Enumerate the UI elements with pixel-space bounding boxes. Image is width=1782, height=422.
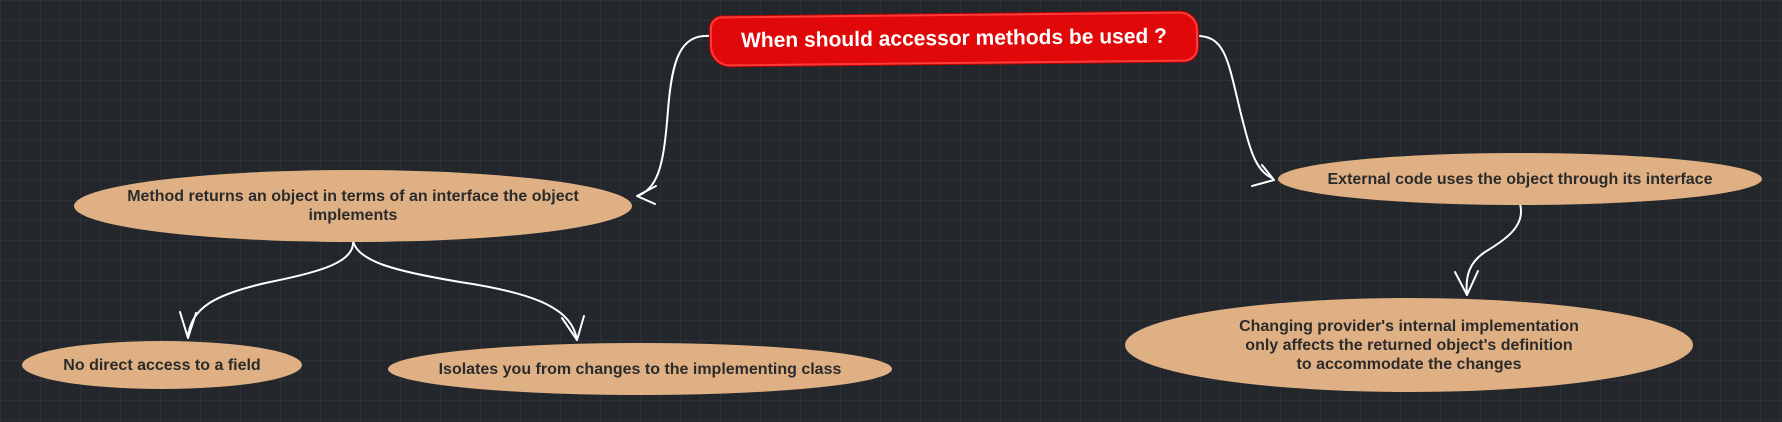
- edge-root-to-method-returns: [639, 34, 711, 196]
- node-method-returns-label: Method returns an object in terms of an …: [127, 188, 579, 224]
- arrowhead-external-code: [1251, 164, 1275, 187]
- node-isolates[interactable]: Isolates you from changes to the impleme…: [388, 343, 892, 395]
- arrowhead-no-direct-access: [179, 311, 197, 339]
- node-isolates-label: Isolates you from changes to the impleme…: [438, 360, 842, 378]
- node-no-direct-access[interactable]: No direct access to a field: [22, 341, 302, 389]
- arrowhead-changing-provider: [1454, 270, 1479, 296]
- root-node-label: When should accessor methods be used ?: [740, 24, 1168, 53]
- node-changing-provider[interactable]: Changing provider's internal implementat…: [1125, 298, 1693, 392]
- edge-method-returns-to-no-direct-access: [187, 239, 355, 339]
- edge-method-returns-to-isolates: [352, 239, 578, 341]
- arrowhead-method-returns: [636, 185, 657, 205]
- root-node[interactable]: When should accessor methods be used ?: [709, 11, 1199, 67]
- node-external-code[interactable]: External code uses the object through it…: [1278, 153, 1762, 205]
- edge-external-code-to-changing-provider: [1465, 203, 1523, 296]
- arrowhead-isolates: [561, 315, 585, 341]
- edge-root-to-external-code: [1199, 35, 1273, 179]
- node-method-returns[interactable]: Method returns an object in terms of an …: [74, 170, 632, 242]
- node-no-direct-access-label: No direct access to a field: [63, 356, 261, 374]
- node-changing-provider-label: Changing provider's internal implementat…: [1239, 317, 1579, 373]
- node-external-code-label: External code uses the object through it…: [1327, 170, 1713, 188]
